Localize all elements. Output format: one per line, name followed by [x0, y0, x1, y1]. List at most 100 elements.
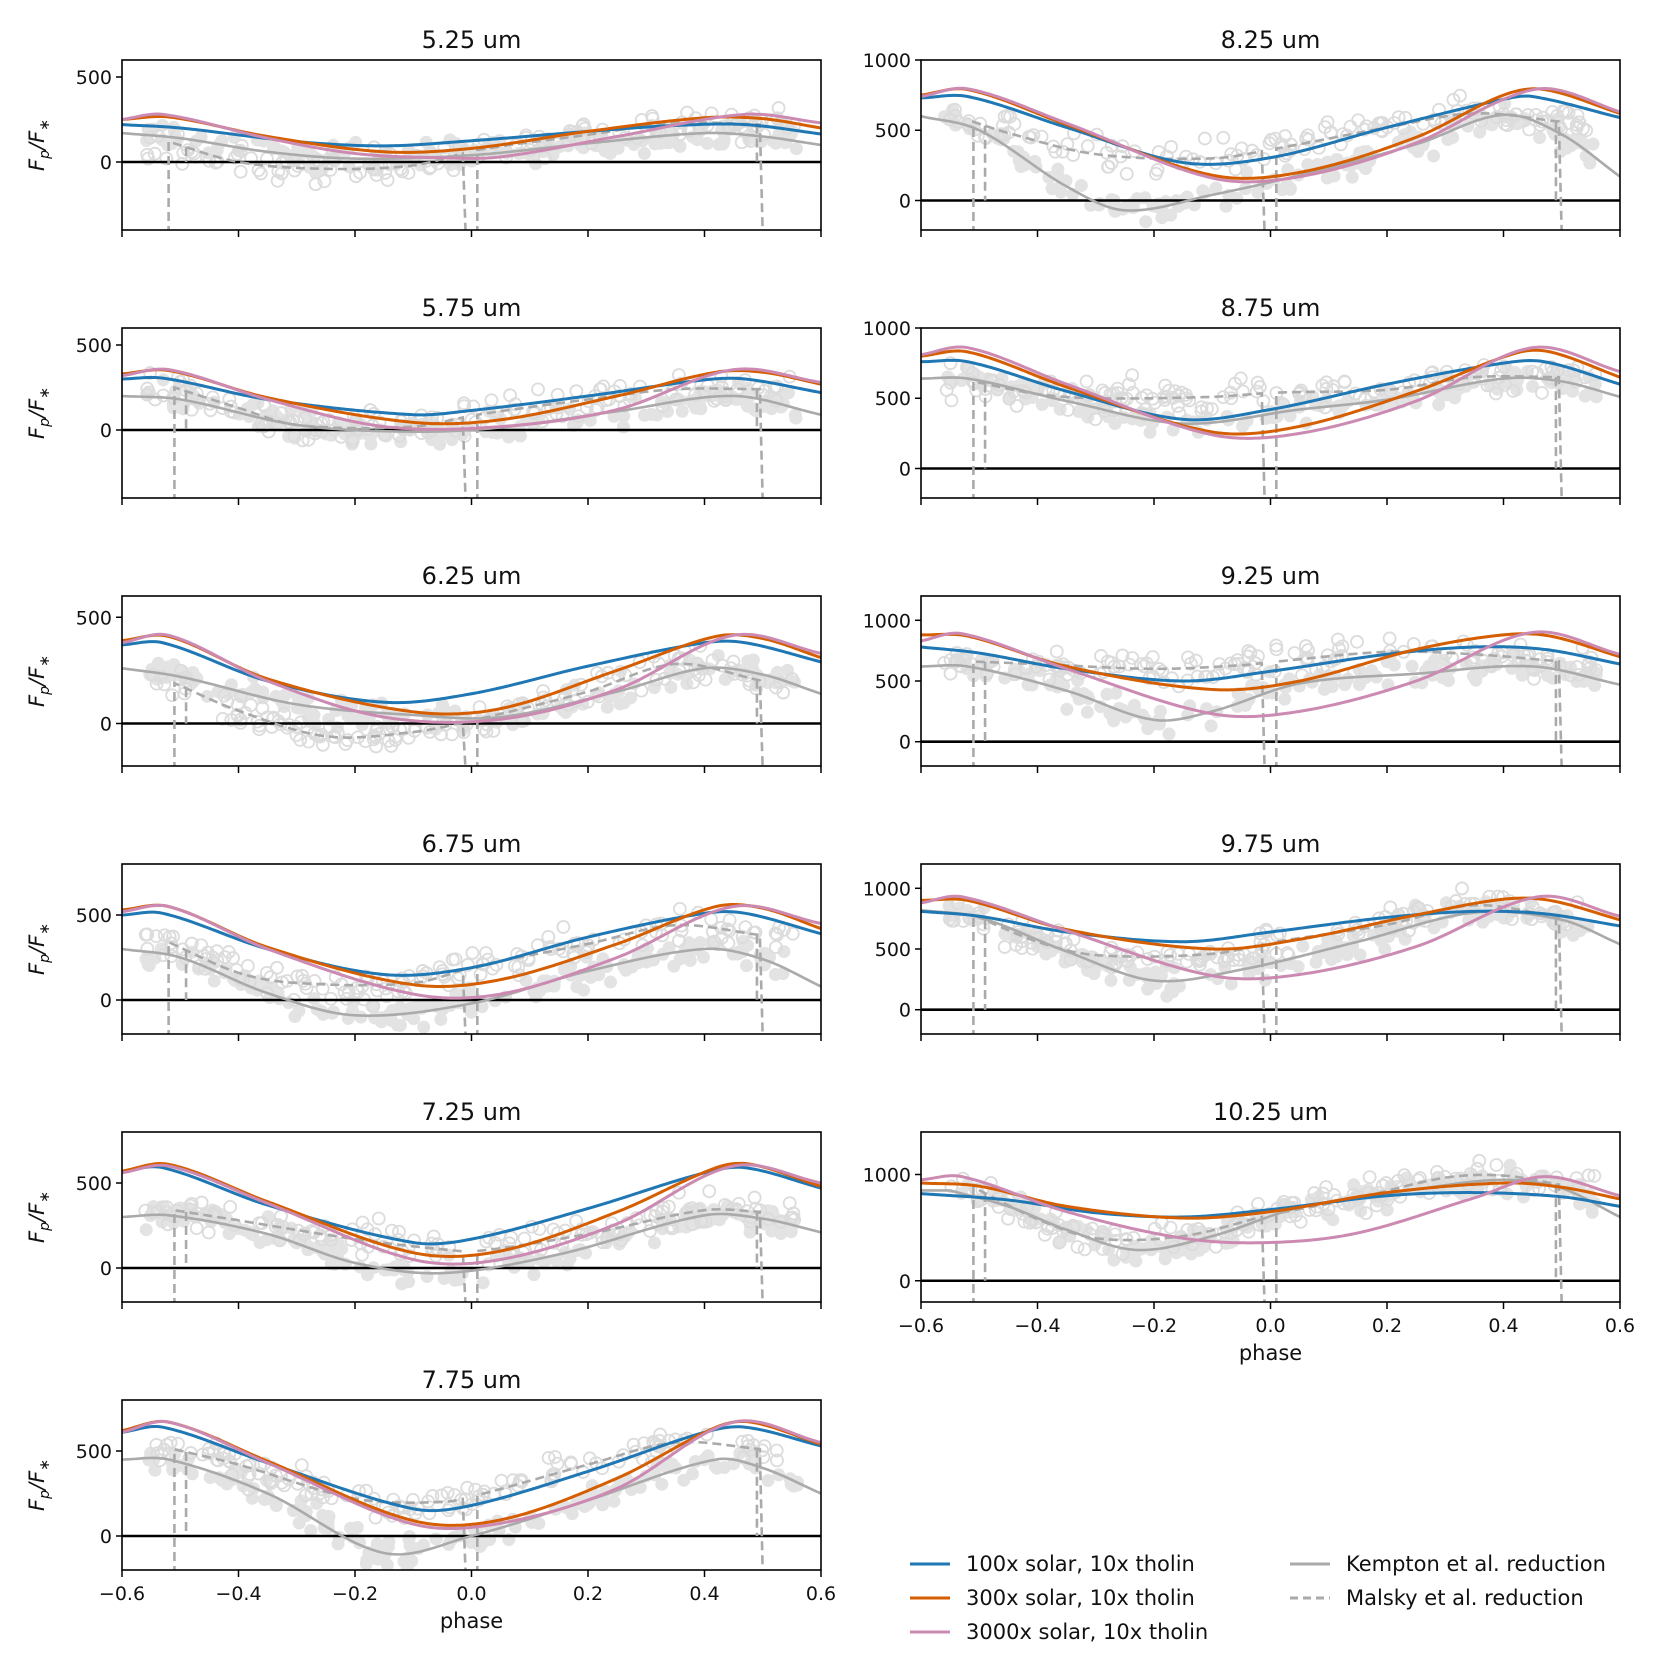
data-point-open: [1331, 632, 1345, 647]
data-point-filled: [1060, 702, 1074, 716]
ylabel-f: F: [25, 1498, 49, 1511]
x-tick-label: 0.0: [1255, 1315, 1285, 1337]
data-point-open: [1382, 631, 1397, 646]
series-m100: [122, 122, 821, 148]
data-point-open: [184, 936, 199, 951]
data-point-open: [771, 101, 786, 115]
data-point-open: [438, 718, 453, 732]
data-point-filled: [1139, 215, 1153, 229]
series-m3000: [122, 1419, 821, 1531]
panel-8-25-um: 8.25 um 0 500 1000: [863, 26, 1621, 237]
data-point-open: [1570, 108, 1585, 123]
data-point-open: [308, 177, 323, 192]
data-point-open: [997, 940, 1012, 954]
data-point-open: [1455, 881, 1469, 896]
data-point-open: [1107, 958, 1122, 973]
y-tick-label: 0: [899, 1271, 911, 1293]
data-point-open: [1228, 376, 1242, 391]
data-point-open: [291, 159, 306, 173]
legend-item: 3000x solar, 10x tholin: [910, 1620, 1208, 1644]
data-point-open: [1224, 391, 1239, 406]
data-point-open: [270, 960, 284, 975]
data-point-filled: [1240, 165, 1254, 179]
data-point-filled: [1588, 679, 1602, 693]
ylabel-sub-star: ∗: [37, 923, 53, 935]
y-axis-label: Fp/F∗: [25, 1191, 53, 1243]
data-point-open: [1373, 382, 1388, 396]
data-point-filled: [1466, 669, 1480, 683]
data-point-filled: [647, 681, 661, 695]
legend-item: 100x solar, 10x tholin: [910, 1552, 1195, 1576]
data-point-open: [564, 1456, 579, 1471]
plot-area: [122, 1161, 821, 1302]
data-point-filled: [1204, 719, 1218, 733]
y-tick-label: 0: [100, 990, 112, 1012]
data-point-open: [1362, 1170, 1377, 1185]
y-tick-label: 500: [76, 905, 112, 927]
panel-5-75-um: 5.75 um 0 500 Fp/F∗: [25, 294, 822, 505]
panel-title: 7.25 um: [422, 1098, 522, 1126]
data-point-open: [1240, 649, 1255, 664]
data-point-open: [324, 1233, 338, 1247]
data-point-open: [143, 130, 158, 145]
data-point-open: [722, 913, 737, 927]
legend-item: Kempton et al. reduction: [1290, 1552, 1606, 1576]
data-point-open: [727, 1204, 742, 1219]
data-point-open: [1383, 900, 1398, 915]
y-tick-label: 0: [100, 152, 112, 174]
data-point-open: [1101, 159, 1116, 174]
x-axis-label: phase: [440, 1609, 503, 1633]
data-point-open: [289, 719, 304, 734]
data-point-open: [189, 1221, 204, 1235]
data-point-open: [233, 164, 248, 179]
data-point-filled: [402, 1275, 416, 1289]
data-point-open: [1080, 139, 1095, 153]
data-point-filled: [1505, 661, 1519, 675]
data-point-filled: [288, 1010, 302, 1024]
data-point-filled: [637, 146, 651, 160]
data-point-open: [295, 968, 310, 983]
legend-label: 300x solar, 10x tholin: [966, 1586, 1195, 1610]
series-kempton: [921, 376, 1620, 425]
data-point-open: [1287, 646, 1302, 660]
data-point-open: [537, 151, 552, 165]
series-kempton: [122, 666, 821, 720]
data-point-open: [947, 102, 962, 117]
data-point-open: [736, 1450, 751, 1465]
ylabel-sub-star: ∗: [37, 119, 53, 131]
data-point-open: [1520, 648, 1535, 663]
data-point-open: [949, 646, 964, 660]
data-point-open: [757, 127, 771, 142]
data-point-open: [274, 406, 289, 420]
data-point-filled: [682, 936, 696, 950]
data-point-open: [1001, 1211, 1015, 1226]
data-point-open: [556, 944, 571, 959]
data-point-open: [1147, 949, 1162, 964]
x-tick-label: −0.6: [99, 1583, 145, 1605]
data-point-open: [785, 672, 799, 686]
data-point-open: [154, 669, 169, 684]
data-point-open: [680, 105, 695, 120]
data-point-filled: [693, 936, 707, 950]
data-point-open: [355, 1247, 369, 1262]
data-point-open: [296, 1228, 311, 1242]
series-m3000: [122, 903, 821, 1000]
data-point-open: [556, 920, 571, 934]
data-point-open: [1522, 122, 1537, 137]
series-malsky: [972, 111, 1563, 230]
ylabel-slash: /F: [25, 1470, 49, 1492]
data-point-open: [205, 390, 220, 405]
data-point-open: [1253, 935, 1268, 949]
data-point-open: [1520, 654, 1535, 669]
data-point-open: [1115, 139, 1130, 154]
data-point-filled: [417, 1020, 431, 1034]
y-axis-label: Fp/F∗: [25, 387, 53, 439]
data-point-open: [714, 380, 729, 394]
data-point-open: [503, 388, 517, 403]
ylabel-sub-p: p: [37, 686, 53, 696]
data-point-open: [243, 698, 258, 712]
data-point-filled: [354, 1010, 368, 1024]
x-tick-label: −0.2: [332, 1583, 378, 1605]
y-tick-label: 500: [875, 939, 911, 961]
data-point-open: [1572, 115, 1587, 130]
